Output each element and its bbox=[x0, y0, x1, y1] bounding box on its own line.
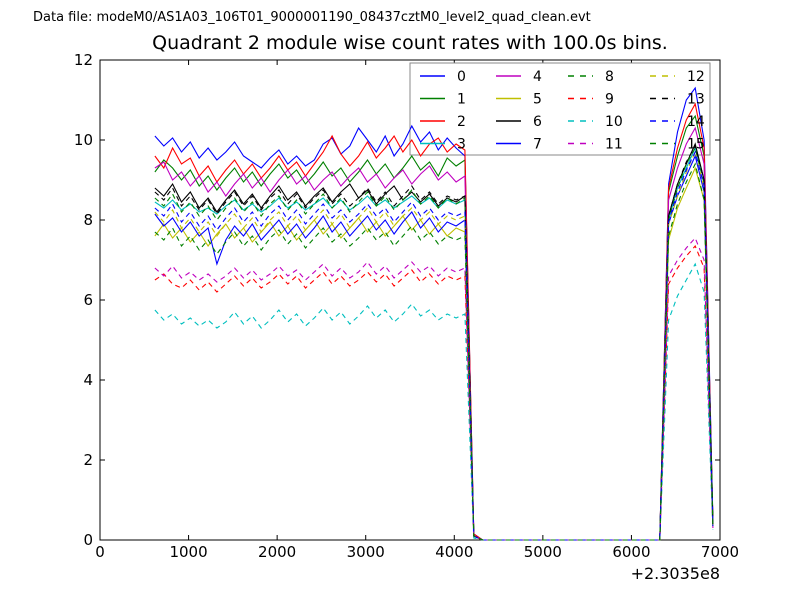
series-line-10 bbox=[154, 262, 714, 541]
legend-box bbox=[409, 62, 711, 156]
series-line-12 bbox=[154, 150, 714, 541]
y-tick-label: 8 bbox=[83, 211, 93, 229]
legend-label-5: 5 bbox=[533, 92, 542, 108]
datafile-label: Data file: modeM0/AS1A03_106T01_90000011… bbox=[33, 10, 591, 25]
series-line-4 bbox=[154, 126, 714, 541]
legend-label-0: 0 bbox=[457, 69, 466, 85]
y-tick-label: 4 bbox=[83, 371, 93, 389]
series-line-7 bbox=[154, 154, 714, 541]
y-tick-label: 12 bbox=[74, 51, 93, 69]
legend-label-3: 3 bbox=[457, 137, 466, 153]
legend-label-7: 7 bbox=[533, 137, 542, 153]
legend-label-2: 2 bbox=[457, 114, 466, 130]
y-tick-label: 2 bbox=[83, 451, 93, 469]
series-line-9 bbox=[154, 244, 714, 541]
legend-label-9: 9 bbox=[605, 92, 614, 108]
series-line-15 bbox=[154, 162, 714, 541]
series-line-14 bbox=[154, 150, 714, 541]
x-tick-label: 2000 bbox=[258, 543, 296, 561]
legend-label-12: 12 bbox=[687, 69, 705, 85]
x-tick-label: 3000 bbox=[347, 543, 385, 561]
legend-label-10: 10 bbox=[605, 114, 623, 130]
x-tick-label: 0 bbox=[95, 543, 105, 561]
series-line-8 bbox=[154, 146, 714, 541]
legend-label-13: 13 bbox=[687, 92, 705, 108]
x-tick-label: 7000 bbox=[701, 543, 739, 561]
series-line-0 bbox=[154, 86, 714, 541]
y-tick-label: 10 bbox=[74, 131, 93, 149]
legend-label-11: 11 bbox=[605, 137, 623, 153]
series-line-5 bbox=[154, 166, 714, 541]
legend-label-1: 1 bbox=[457, 92, 466, 108]
series-line-11 bbox=[154, 236, 714, 541]
y-tick-label: 0 bbox=[83, 531, 93, 549]
legend-label-6: 6 bbox=[533, 114, 542, 130]
legend-label-4: 4 bbox=[533, 69, 542, 85]
x-tick-label: 4000 bbox=[435, 543, 473, 561]
series-line-3 bbox=[154, 146, 714, 541]
legend-label-14: 14 bbox=[687, 114, 705, 130]
x-tick-label: 1000 bbox=[169, 543, 207, 561]
chart-title: Quadrant 2 module wise count rates with … bbox=[152, 32, 668, 54]
legend-label-15: 15 bbox=[687, 137, 705, 153]
x-tick-label: 5000 bbox=[524, 543, 562, 561]
x-offset-label: +2.3035e8 bbox=[631, 564, 720, 583]
legend-label-8: 8 bbox=[605, 69, 614, 85]
y-tick-label: 6 bbox=[83, 291, 93, 309]
x-tick-label: 6000 bbox=[612, 543, 650, 561]
